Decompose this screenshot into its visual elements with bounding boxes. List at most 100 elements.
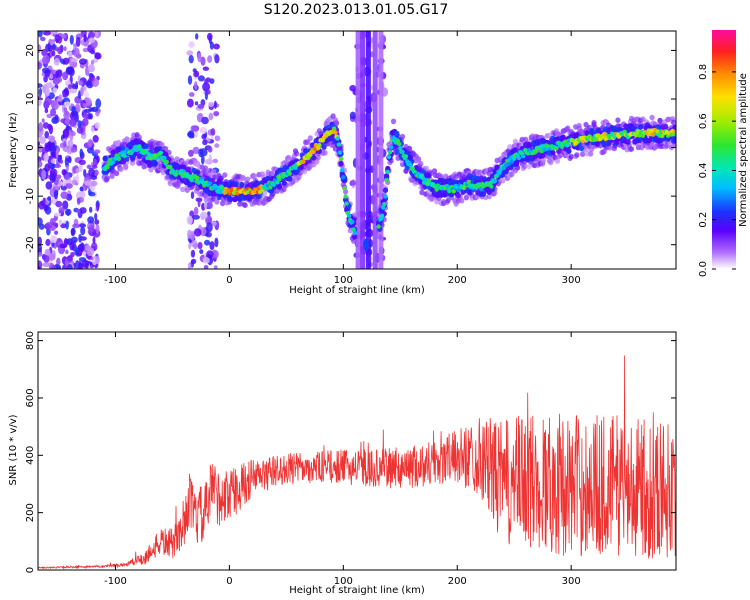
y-tick-label: 0: [25, 144, 36, 150]
ridge-sample: [426, 173, 432, 179]
noise-blob: [187, 229, 192, 239]
ridge-sample: [213, 184, 218, 189]
noise-blob: [88, 77, 94, 82]
noise-blob: [44, 163, 51, 172]
ridge-sample: [185, 166, 191, 172]
noise-blob: [95, 224, 100, 234]
noise-blob: [52, 100, 59, 111]
noise-blob: [73, 47, 80, 58]
ridge-sample: [245, 176, 251, 183]
ridge-sample: [565, 142, 570, 148]
noise-blob: [92, 135, 99, 143]
ridge-sample: [352, 212, 358, 218]
colorbar-tick-label: 0.6: [698, 113, 709, 129]
noise-blob: [88, 167, 95, 177]
ridge-sample: [210, 168, 217, 175]
ridge-sample: [338, 156, 344, 161]
ridge-sample: [189, 178, 194, 183]
noise-blob: [186, 50, 194, 56]
ridge-sample: [298, 164, 304, 170]
ridge-sample: [466, 179, 471, 184]
noise-blob: [63, 237, 68, 248]
noise-blob: [214, 135, 221, 142]
noise-blob: [56, 76, 63, 83]
ridge-sample: [346, 213, 352, 218]
noise-blob: [45, 82, 53, 89]
ridge-sample: [344, 201, 349, 206]
noise-blob: [349, 180, 357, 186]
ridge-sample: [398, 146, 403, 151]
noise-blob: [84, 245, 92, 251]
ridge-sample: [568, 153, 574, 160]
ridge-sample: [314, 158, 320, 165]
y-tick-label: 200: [25, 503, 36, 522]
noise-stripe: [372, 31, 378, 269]
noise-blob: [38, 83, 43, 88]
spectrogram-frame: [37, 30, 677, 270]
noise-blob: [38, 97, 42, 107]
noise-blob: [38, 144, 43, 153]
noise-blob: [54, 114, 59, 120]
noise-stripe: [365, 31, 371, 269]
colorbar: 0.0 0.2 0.4 0.6 0.8 Normalized spectral ampl…: [698, 30, 749, 277]
ridge-sample: [110, 149, 116, 156]
noise-blob: [88, 224, 95, 233]
noise-blob: [78, 80, 84, 86]
noise-blob: [349, 111, 356, 120]
noise-blob: [94, 219, 100, 225]
ridge-sample: [486, 193, 492, 200]
noise-blob: [41, 169, 46, 180]
noise-blob: [45, 87, 51, 97]
x-tick-label: 200: [448, 275, 467, 286]
noise-blob: [45, 181, 53, 190]
ridge-sample: [123, 164, 129, 171]
ridge-sample: [526, 163, 532, 170]
noise-blob: [75, 247, 79, 257]
ridge-sample: [400, 149, 405, 155]
noise-blob: [71, 84, 79, 90]
noise-blob: [202, 256, 210, 264]
noise-blob: [199, 126, 208, 134]
noise-blob: [50, 235, 58, 243]
ridge-sample: [541, 157, 547, 163]
ridge-sample: [574, 152, 580, 158]
ridge-sample: [506, 161, 511, 167]
ridge-sample: [387, 150, 393, 155]
noise-blob: [76, 173, 80, 184]
noise-blob: [42, 54, 50, 65]
y-tick-label: 800: [25, 331, 36, 350]
ridge-sample: [351, 238, 357, 244]
noise-blob: [197, 242, 203, 250]
noise-blob: [94, 213, 98, 221]
noise-blob: [187, 130, 195, 139]
noise-blob: [87, 138, 93, 148]
noise-blob: [190, 249, 195, 258]
noise-blob: [48, 124, 54, 135]
noise-blob: [89, 180, 98, 187]
ridge-sample: [293, 165, 298, 170]
ridge-sample: [415, 156, 422, 163]
x-tick-label: 300: [562, 275, 581, 286]
noise-blob: [69, 241, 75, 251]
x-tick-label: 100: [334, 576, 353, 587]
noise-blob: [193, 70, 200, 78]
ridge-sample: [222, 172, 228, 178]
noise-blob: [76, 197, 81, 205]
noise-blob: [188, 55, 194, 64]
noise-blob: [188, 41, 195, 48]
noise-blob: [89, 206, 93, 213]
spectrogram-y-axis-label: Frequency (Hz): [8, 112, 19, 188]
noise-blob: [61, 186, 67, 191]
noise-blob: [90, 59, 95, 66]
ridge-sample: [275, 180, 280, 185]
noise-blob: [66, 264, 73, 269]
ridge-sample: [281, 180, 287, 186]
noise-blob: [42, 262, 51, 268]
noise-blob: [75, 36, 81, 47]
noise-blob: [57, 46, 63, 55]
noise-blob: [186, 215, 193, 225]
ridge-sample: [482, 176, 488, 182]
ridge-sample: [335, 136, 340, 141]
noise-blob: [65, 183, 73, 189]
ridge-sample: [638, 124, 644, 130]
